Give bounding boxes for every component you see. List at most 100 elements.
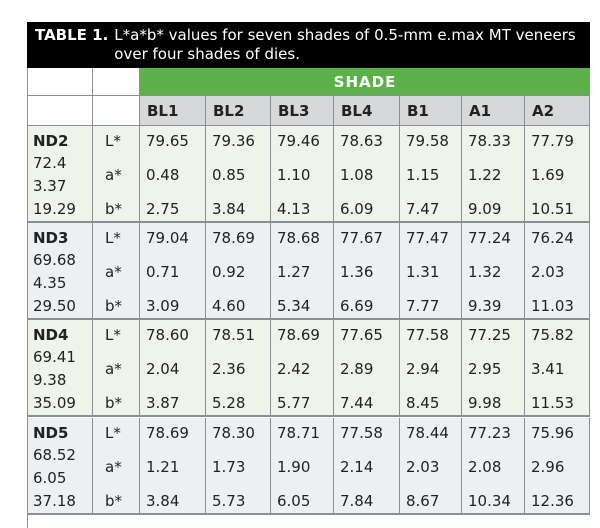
row-label: a* xyxy=(105,360,122,378)
value: 77.58 xyxy=(340,424,383,442)
column-header-text: BL2 xyxy=(213,102,245,120)
value: 11.53 xyxy=(531,394,574,412)
value: 0.85 xyxy=(212,166,246,184)
value: 9.98 xyxy=(468,394,502,412)
value: 7.44 xyxy=(340,394,374,412)
value-cell xyxy=(462,126,525,223)
value-cell xyxy=(140,126,206,223)
die-value: 29.50 xyxy=(33,297,76,315)
value: 11.03 xyxy=(531,297,574,315)
value: 8.45 xyxy=(406,394,440,412)
value-cell xyxy=(525,418,590,515)
value: 77.23 xyxy=(468,424,511,442)
column-header-text: B1 xyxy=(407,102,429,120)
value-cell xyxy=(206,320,271,417)
value: 77.25 xyxy=(468,326,511,344)
value: 7.84 xyxy=(340,492,374,510)
value: 1.21 xyxy=(146,458,180,476)
table-title: TABLE 1. xyxy=(35,26,109,44)
value: 3.09 xyxy=(146,297,180,315)
value: 2.75 xyxy=(146,200,180,218)
die-name: ND3 xyxy=(33,229,69,247)
column-header xyxy=(400,96,462,126)
die-value: 9.38 xyxy=(33,371,67,389)
column-header xyxy=(140,96,206,126)
value: 77.67 xyxy=(340,229,383,247)
value: 76.24 xyxy=(531,229,574,247)
value: 0.71 xyxy=(146,263,180,281)
value: 8.67 xyxy=(406,492,440,510)
value: 10.34 xyxy=(468,492,511,510)
value: 77.47 xyxy=(406,229,449,247)
value-cell xyxy=(271,418,334,515)
shade-header xyxy=(140,68,590,96)
column-header xyxy=(271,96,334,126)
value: 1.73 xyxy=(212,458,246,476)
value: 1.22 xyxy=(468,166,502,184)
die-value: 72.4 xyxy=(33,154,67,172)
die-cell xyxy=(28,320,93,417)
value: 1.32 xyxy=(468,263,502,281)
value-cell xyxy=(140,418,206,515)
value: 77.24 xyxy=(468,229,511,247)
value: 2.04 xyxy=(146,360,180,378)
value: 75.82 xyxy=(531,326,574,344)
value: 6.09 xyxy=(340,200,374,218)
column-header-text: BL3 xyxy=(278,102,310,120)
value-cell xyxy=(206,223,271,320)
value: 9.39 xyxy=(468,297,502,315)
empty-cell xyxy=(28,96,93,126)
value: 1.90 xyxy=(277,458,311,476)
label-cell xyxy=(93,126,140,223)
die-value: 37.18 xyxy=(33,492,76,510)
value: 7.47 xyxy=(406,200,440,218)
value: 79.65 xyxy=(146,132,189,150)
row-label: b* xyxy=(105,492,123,510)
row-label: L* xyxy=(105,424,121,442)
value-cell xyxy=(400,320,462,417)
row-label: L* xyxy=(105,326,121,344)
die-value: 6.05 xyxy=(33,469,67,487)
value-cell xyxy=(525,223,590,320)
label-cell xyxy=(93,223,140,320)
row-label: a* xyxy=(105,166,122,184)
row-label: b* xyxy=(105,297,123,315)
value: 5.28 xyxy=(212,394,246,412)
value: 2.95 xyxy=(468,360,502,378)
value: 79.04 xyxy=(146,229,189,247)
value-cell xyxy=(140,320,206,417)
value: 2.03 xyxy=(406,458,440,476)
value-cell xyxy=(206,126,271,223)
value-cell xyxy=(334,418,400,515)
value: 9.09 xyxy=(468,200,502,218)
value: 12.36 xyxy=(531,492,574,510)
label-cell xyxy=(93,418,140,515)
value: 78.51 xyxy=(212,326,255,344)
value: 1.27 xyxy=(277,263,311,281)
column-header xyxy=(462,96,525,126)
row-label: b* xyxy=(105,394,123,412)
value-cell xyxy=(334,126,400,223)
table-border xyxy=(27,68,28,528)
value: 78.44 xyxy=(406,424,449,442)
column-header-text: A2 xyxy=(532,102,555,120)
value-cell xyxy=(400,126,462,223)
value: 7.77 xyxy=(406,297,440,315)
column-header-text: A1 xyxy=(469,102,492,120)
die-value: 68.52 xyxy=(33,446,76,464)
table-caption: L*a*b* values for seven shades of 0.5-mm… xyxy=(114,26,576,63)
value-cell xyxy=(271,320,334,417)
value: 78.71 xyxy=(277,424,320,442)
row-label: L* xyxy=(105,229,121,247)
value: 2.36 xyxy=(212,360,246,378)
value-cell xyxy=(462,223,525,320)
column-header xyxy=(525,96,590,126)
label-cell xyxy=(93,320,140,417)
value: 2.14 xyxy=(340,458,374,476)
die-cell xyxy=(28,418,93,515)
value: 2.03 xyxy=(531,263,565,281)
shade-header-text: SHADE xyxy=(333,73,397,91)
row-label: a* xyxy=(105,263,122,281)
